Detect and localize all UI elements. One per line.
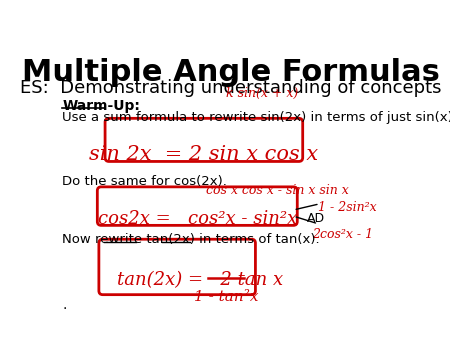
Text: AD: AD [306, 212, 325, 224]
Text: tan(2x) =   2 tan x: tan(2x) = 2 tan x [117, 271, 283, 290]
Text: Use a sum formula to rewrite sin(2x) in terms of just sin(x) & cos(x).: Use a sum formula to rewrite sin(2x) in … [63, 111, 450, 124]
Text: cos2x =   cos²x - sin²x: cos2x = cos²x - sin²x [98, 210, 297, 228]
Text: Now rewrite tan(2x) in terms of tan(x).: Now rewrite tan(2x) in terms of tan(x). [63, 233, 320, 246]
FancyBboxPatch shape [105, 118, 303, 162]
Text: Warm-Up:: Warm-Up: [63, 99, 140, 113]
Text: 1 - tan²x: 1 - tan²x [194, 290, 258, 304]
Text: 1 - 2sin²x: 1 - 2sin²x [318, 201, 377, 214]
Text: 2cos²x - 1: 2cos²x - 1 [312, 228, 373, 241]
Text: k sin(x + x): k sin(x + x) [225, 87, 298, 100]
Text: ES:  Demonstrating understanding of concepts: ES: Demonstrating understanding of conce… [20, 79, 441, 97]
Text: sin 2x  = 2 sin x cos x: sin 2x = 2 sin x cos x [89, 145, 318, 164]
Text: cos x cos x - sin x sin x: cos x cos x - sin x sin x [206, 184, 348, 197]
Text: Multiple Angle Formulas: Multiple Angle Formulas [22, 57, 440, 87]
FancyBboxPatch shape [97, 187, 297, 225]
Text: .: . [63, 298, 67, 312]
FancyBboxPatch shape [99, 239, 256, 295]
Text: Do the same for cos(2x).: Do the same for cos(2x). [63, 175, 227, 188]
